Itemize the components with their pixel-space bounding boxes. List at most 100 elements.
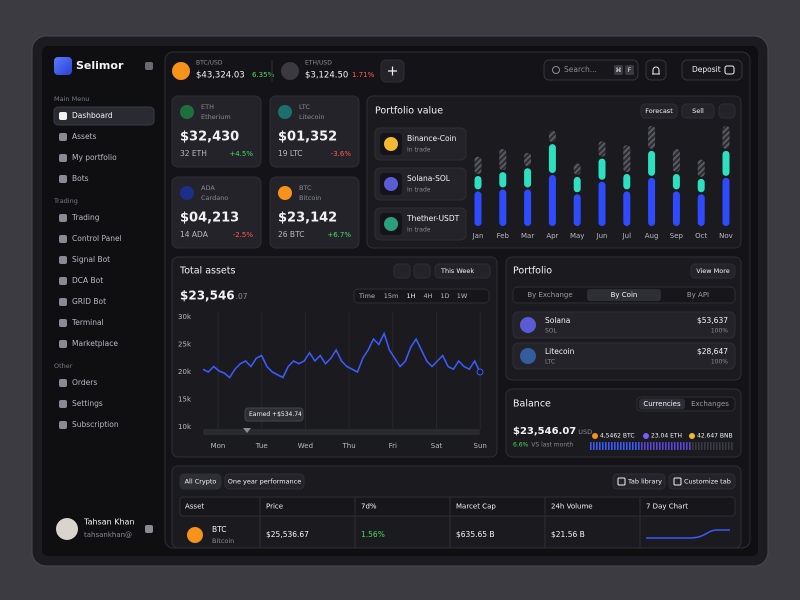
menu-item[interactable]: Settings: [72, 399, 103, 408]
icon-button[interactable]: [393, 263, 411, 279]
asset-logo: [384, 177, 398, 191]
coin-icon: [278, 186, 292, 200]
menu-item[interactable]: Orders: [72, 378, 97, 387]
scrubber-track: [203, 429, 480, 435]
tab[interactable]: Currencies: [643, 400, 681, 408]
time-tab[interactable]: 15m: [384, 292, 399, 300]
menu-item[interactable]: My portfolio: [72, 153, 117, 162]
logout-icon[interactable]: [145, 525, 153, 533]
button-label[interactable]: Customize tab: [684, 478, 731, 486]
total-cents: .07: [236, 292, 248, 301]
key-label: ⌘: [616, 67, 622, 74]
plus-icon: [388, 66, 397, 76]
balance-bar: [602, 442, 604, 450]
bar-segment: [648, 150, 656, 176]
tab[interactable]: [179, 473, 222, 490]
tab[interactable]: By Exchange: [527, 291, 572, 299]
logo-icon: [54, 57, 72, 75]
time-tab[interactable]: 1D: [440, 292, 449, 300]
bar-segment: [499, 189, 507, 226]
coin-symbol: LTC: [545, 359, 555, 366]
ticker-price: $43,324.03: [196, 71, 245, 81]
bar-segment: [722, 177, 730, 226]
coin-name: Litecoin: [299, 113, 324, 121]
menu-item[interactable]: Marketplace: [72, 339, 118, 348]
x-tick-label: Sep: [670, 232, 684, 240]
panel-title: Portfolio: [513, 266, 552, 277]
menu-icon: [59, 379, 67, 387]
button[interactable]: [681, 103, 715, 119]
more-button[interactable]: [718, 103, 736, 119]
tab-label[interactable]: All Crypto: [185, 478, 217, 486]
menu-item[interactable]: Bots: [72, 174, 89, 183]
bar-segment: [499, 172, 507, 188]
period-select[interactable]: [434, 263, 491, 279]
time-tab[interactable]: 1H: [406, 292, 415, 300]
coin-value: $04,213: [180, 211, 239, 226]
coin-name: Etherium: [201, 113, 231, 121]
tab[interactable]: By Coin: [611, 291, 638, 299]
balance-bar: [590, 442, 592, 450]
menu-item[interactable]: Dashboard: [72, 111, 113, 120]
wallet-icon: [724, 65, 735, 75]
asset-name: Thether-USDT: [406, 214, 460, 223]
tab[interactable]: By API: [687, 291, 709, 299]
button-label[interactable]: View More: [696, 267, 730, 275]
sparkline: [646, 529, 730, 539]
button[interactable]: [668, 473, 736, 490]
menu-item[interactable]: Terminal: [71, 318, 104, 327]
cell: BTC: [212, 525, 227, 534]
menu-icon: [59, 277, 67, 285]
brand: Selimor: [76, 59, 124, 72]
user-name: Tahsan Khan: [83, 518, 135, 527]
menu-item[interactable]: Signal Bot: [72, 255, 110, 264]
ticker-pair: ETH/USD: [305, 60, 332, 67]
deposit-button[interactable]: [681, 59, 743, 81]
coin-value: $32,430: [180, 130, 239, 145]
button[interactable]: [640, 103, 678, 119]
menu-icon: [59, 340, 67, 348]
tab-group: [353, 288, 490, 304]
balance-bar: [611, 442, 613, 450]
bar-segment: [524, 189, 532, 226]
menu-item[interactable]: Control Panel: [72, 234, 122, 243]
button-label[interactable]: Tab library: [627, 478, 662, 486]
deposit-label[interactable]: Deposit: [692, 65, 721, 74]
button-label[interactable]: Forecast: [645, 107, 673, 115]
tab-label[interactable]: One year performance: [228, 478, 302, 486]
menu-item[interactable]: Trading: [71, 213, 100, 222]
bar-segment: [548, 144, 556, 173]
balance-bar: [713, 442, 715, 450]
collapse-icon[interactable]: [145, 62, 153, 70]
balance-bar: [680, 442, 682, 450]
menu-item[interactable]: Subscription: [72, 420, 119, 429]
button-label[interactable]: Sell: [692, 107, 704, 115]
column-header: 7d%: [361, 503, 377, 511]
coin-value: $53,637: [697, 316, 728, 325]
period-label[interactable]: This Week: [440, 267, 474, 275]
tab[interactable]: Exchanges: [691, 400, 729, 408]
search-box[interactable]: [543, 59, 639, 81]
coin-card: [171, 176, 262, 249]
bar-segment: [623, 191, 631, 226]
menu-item[interactable]: Assets: [72, 132, 97, 141]
x-tick-label: May: [570, 232, 584, 240]
asset-status: In trade: [407, 187, 431, 194]
button[interactable]: [612, 473, 666, 490]
bell-button[interactable]: [645, 59, 667, 81]
icon-button[interactable]: [413, 263, 431, 279]
menu-item[interactable]: GRID Bot: [72, 297, 106, 306]
coin-holding: 14 ADA: [180, 230, 209, 239]
balance-bar: [662, 442, 664, 450]
coin-share: 100%: [711, 359, 728, 366]
balance-bar: [647, 442, 649, 450]
tab[interactable]: [224, 473, 305, 490]
menu-icon: [59, 133, 67, 141]
time-tab[interactable]: 1W: [457, 292, 468, 300]
menu-item[interactable]: DCA Bot: [72, 276, 103, 285]
time-tab[interactable]: 4H: [423, 292, 432, 300]
time-tab[interactable]: Time: [358, 292, 375, 300]
bar-segment: [648, 125, 656, 149]
button[interactable]: [690, 263, 736, 279]
bar-segment: [697, 178, 705, 193]
